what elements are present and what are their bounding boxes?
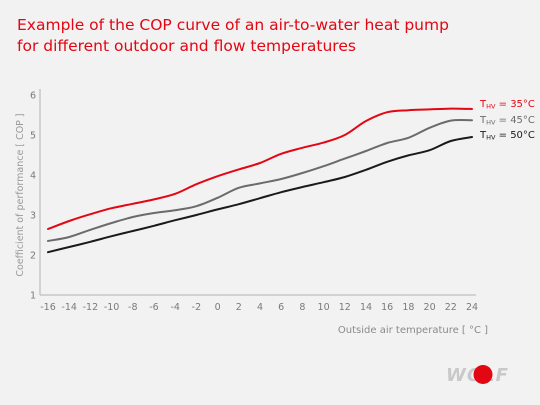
series-line-2 — [47, 118, 473, 242]
y-axis-label: Coefficient of performance [ COP ] — [15, 113, 26, 276]
y-tick-label: 4 — [30, 171, 36, 182]
chart-title-line-1: Example of the COP curve of an air-to-wa… — [17, 16, 449, 34]
x-tick-label: -2 — [192, 302, 201, 313]
x-tick-label: 10 — [318, 302, 330, 313]
y-tick-label: 5 — [30, 131, 36, 142]
x-tick-label: 12 — [339, 302, 351, 313]
legend-entry-1: THV = 35°C — [479, 99, 535, 111]
x-tick-label: 6 — [278, 302, 284, 313]
y-tick-label: 6 — [30, 91, 36, 102]
wolf-logo-dot — [473, 365, 493, 384]
legend-entry-2: THV = 45°C — [479, 115, 535, 127]
y-tick-label: 1 — [30, 291, 36, 302]
x-tick-label: 16 — [381, 302, 393, 313]
x-tick-label: 14 — [360, 302, 372, 313]
chart-title-line-2: for different outdoor and flow temperatu… — [17, 37, 356, 55]
x-tick-label: 4 — [257, 302, 263, 313]
chart-axes — [39, 89, 476, 296]
x-tick-label: -16 — [40, 302, 56, 313]
x-tick-label: 8 — [299, 302, 305, 313]
x-tick-label: -12 — [83, 302, 99, 313]
legend: THV = 35°C THV = 45°C THV = 50°C — [479, 99, 535, 142]
legend-entry-3: THV = 50°C — [479, 130, 535, 142]
wolf-logo: WOLF — [446, 365, 508, 386]
series-lines — [47, 107, 473, 254]
x-tick-label: 24 — [466, 302, 478, 313]
y-tick-label: 2 — [30, 251, 36, 262]
y-tick-label: 3 — [30, 211, 36, 222]
x-tick-label: -8 — [128, 302, 137, 313]
x-axis-label: Outside air temperature [ °C ] — [338, 325, 488, 336]
series-line-1 — [47, 107, 473, 230]
x-tick-labels: -16 -14 -12 -10 -8 -6 -4 -2 0 2 4 6 8 10 12 14 16 18 20 22 2… — [40, 302, 478, 313]
x-tick-label: 0 — [215, 302, 221, 313]
x-tick-label: -4 — [170, 302, 179, 313]
series-line-3 — [47, 136, 473, 254]
x-tick-label: -6 — [149, 302, 158, 313]
x-tick-label: 22 — [445, 302, 457, 313]
y-tick-labels: 1 2 3 4 5 6 — [30, 91, 36, 302]
x-tick-label: -10 — [104, 302, 120, 313]
x-tick-label: 18 — [402, 302, 414, 313]
chart-title: Example of the COP curve of an air-to-wa… — [17, 15, 517, 57]
x-tick-label: -14 — [61, 302, 77, 313]
x-tick-label: 2 — [236, 302, 242, 313]
x-tick-label: 20 — [424, 302, 436, 313]
